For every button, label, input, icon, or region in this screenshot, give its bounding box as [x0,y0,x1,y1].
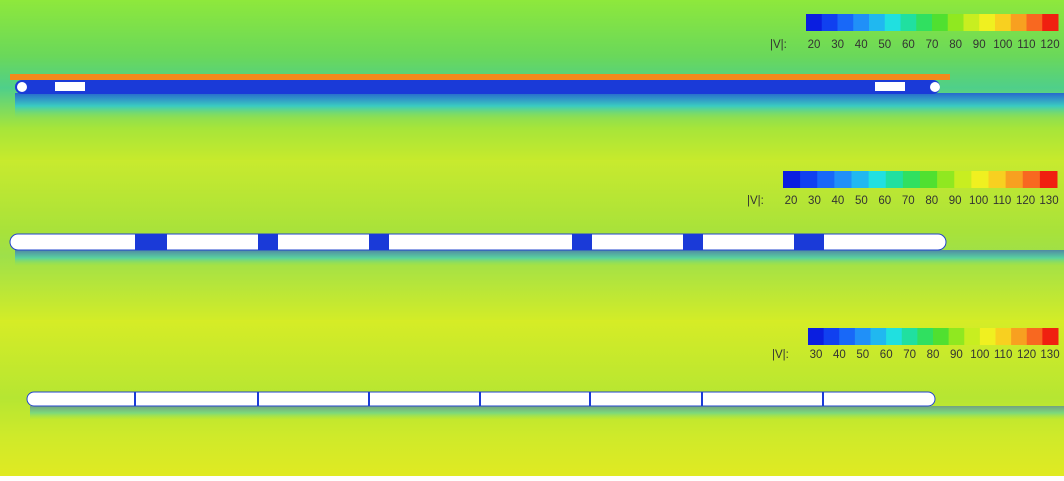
colorbar-segment [995,14,1011,31]
colorbar-segment [839,328,855,345]
colorbar-label: |V|: [772,349,789,361]
colorbar-segment [800,171,818,188]
colorbar-segment [806,14,822,31]
colorbar-segment [886,328,902,345]
colorbar-segment [1040,171,1058,188]
window [55,82,85,91]
colorbar-segment [822,14,838,31]
colorbar-tick-label: 120 [1040,39,1059,51]
colorbar-tick-label: 50 [855,195,868,207]
colorbar-segment [817,171,835,188]
high-velocity-band [10,74,950,80]
colorbar-segment [964,328,980,345]
colorbar-tick-label: 70 [903,349,916,361]
colorbar-segment [971,171,989,188]
colorbar-segment [1011,14,1027,31]
colorbar-tick-label: 120 [1017,349,1036,361]
wake [15,93,1064,119]
colorbar-segment [954,171,972,188]
colorbar-segment [903,171,921,188]
colorbar-label: |V|: [747,195,764,207]
colorbar-tick-label: 90 [949,195,962,207]
colorbar-tick-label: 100 [993,39,1012,51]
colorbar-segment [1042,328,1058,345]
colorbar-tick-label: 60 [880,349,893,361]
colorbar-tick-label: 80 [927,349,940,361]
colorbar-segment [964,14,980,31]
colorbar-segment [886,171,904,188]
nose [17,82,27,92]
colorbar-segment [834,171,852,188]
colorbar-tick-label: 130 [1040,349,1059,361]
colorbar-segment [916,14,932,31]
colorbar-tick-label: 60 [878,195,891,207]
wake [15,250,1064,266]
colorbar-tick-label: 90 [973,39,986,51]
colorbar-tick-label: 50 [856,349,869,361]
colorbar-tick-label: 80 [925,195,938,207]
colorbar-tick-label: 70 [902,195,915,207]
colorbar-tick-label: 40 [855,39,868,51]
colorbar-segment [902,328,918,345]
colorbar-tick-label: 60 [902,39,915,51]
colorbar-tick-label: 30 [831,39,844,51]
colorbar-segment [920,171,938,188]
colorbar-segment [838,14,854,31]
colorbar-segment [917,328,933,345]
colorbar-tick-label: 20 [808,39,821,51]
colorbar-tick-label: 110 [1017,39,1035,51]
colorbar-segment [1027,328,1043,345]
colorbar-segment [933,328,949,345]
colorbar-tick-label: 90 [950,349,963,361]
window [875,82,905,91]
colorbar-tick-label: 40 [833,349,846,361]
colorbar-tick-label: 30 [808,195,821,207]
colorbar-segment [853,14,869,31]
colorbar-segment [871,328,887,345]
colorbar-segment [869,14,885,31]
colorbar-tick-label: 120 [1016,195,1035,207]
tail [930,82,940,92]
colorbar-segment [783,171,801,188]
colorbar-tick-label: 80 [949,39,962,51]
colorbar-tick-label: 40 [832,195,845,207]
colorbar-segment [979,14,995,31]
colorbar-segment [855,328,871,345]
colorbar-tick-label: 50 [878,39,891,51]
flow-field-view: |V|: 20 30 40 50 60 70 80 90 100 110 120 |V|: 20 30 40 5… [0,0,1064,476]
colorbar-segment [1042,14,1058,31]
train [15,80,940,94]
colorbar-segment [937,171,955,188]
colorbar-segment [824,328,840,345]
colorbar-tick-label: 20 [785,195,798,207]
colorbar-tick-label: 110 [993,195,1011,207]
colorbar-segment [989,171,1007,188]
wake [30,406,1064,420]
colorbar-segment [932,14,948,31]
colorbar-segment [980,328,996,345]
colorbar-tick-label: 110 [994,349,1012,361]
colorbar-tick-label: 100 [969,195,988,207]
colorbar-tick-label: 100 [970,349,989,361]
colorbar-segment [1011,328,1027,345]
colorbar-tick-label: 130 [1039,195,1058,207]
colorbar-tick-label: 70 [926,39,939,51]
colorbar-segment [869,171,887,188]
colorbar-segment [948,14,964,31]
colorbar-segment [996,328,1012,345]
colorbar-segment [901,14,917,31]
colorbar-segment [1023,171,1041,188]
colorbar-tick-label: 30 [810,349,823,361]
colorbar-segment [1006,171,1024,188]
colorbar-segment [885,14,901,31]
colorbar-segment [1027,14,1043,31]
colorbar-label: |V|: [770,39,787,51]
colorbar-segment [852,171,870,188]
colorbar-segment [808,328,824,345]
colorbar-segment [949,328,965,345]
